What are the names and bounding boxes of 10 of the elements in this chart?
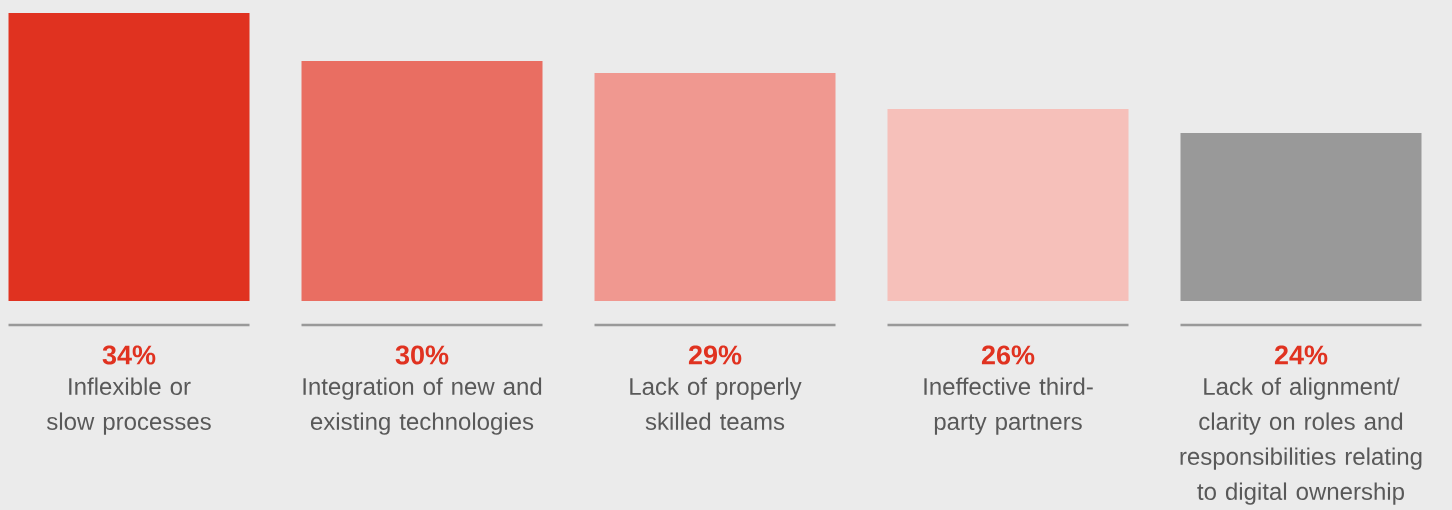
data-label: 24% — [1274, 345, 1328, 365]
x-tick-label: Ineffective third-party partners — [924, 377, 1093, 435]
data-label: 30% — [395, 345, 449, 365]
x-tick-label: Lack of properly skilled teams — [630, 377, 802, 431]
data-label: 29% — [688, 345, 742, 365]
x-tick-label: Inflexible or slow processes — [46, 377, 211, 435]
data-label: 34% — [102, 345, 156, 365]
data-label: 26% — [981, 345, 1035, 365]
x-tick-label: Lack of alignment/ clarity on roles and responsibilities relating to digital ownership — [1180, 377, 1422, 505]
x-tick-label: Integration of new and existing technologies — [303, 377, 542, 435]
